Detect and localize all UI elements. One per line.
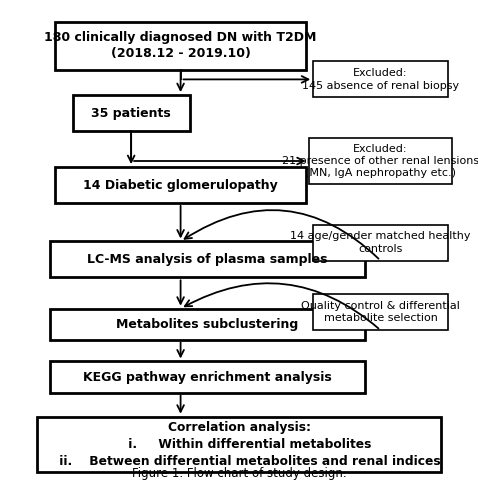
FancyBboxPatch shape: [55, 22, 306, 70]
Text: 180 clinically diagnosed DN with T2DM
(2018.12 - 2019.10): 180 clinically diagnosed DN with T2DM (2…: [44, 32, 317, 60]
FancyBboxPatch shape: [313, 294, 448, 330]
FancyBboxPatch shape: [37, 416, 441, 472]
Text: Excluded:
21 presence of other renal lensions
(MN, IgA nephropathy etc.): Excluded: 21 presence of other renal len…: [282, 144, 478, 178]
Text: Quality control & differential
metabolite selection: Quality control & differential metabolit…: [301, 301, 460, 324]
Text: Metabolites subclustering: Metabolites subclustering: [117, 318, 299, 330]
Text: Excluded:
145 absence of renal biopsy: Excluded: 145 absence of renal biopsy: [302, 68, 459, 90]
Text: Correlation analysis:
     i.     Within differential metabolites
     ii.    Be: Correlation analysis: i. Within differen…: [38, 420, 440, 468]
FancyBboxPatch shape: [50, 362, 365, 392]
FancyBboxPatch shape: [313, 62, 448, 98]
Text: KEGG pathway enrichment analysis: KEGG pathway enrichment analysis: [83, 370, 332, 384]
Text: 14 age/gender matched healthy
controls: 14 age/gender matched healthy controls: [290, 232, 471, 254]
FancyBboxPatch shape: [309, 138, 452, 184]
Text: 14 Diabetic glomerulopathy: 14 Diabetic glomerulopathy: [83, 178, 278, 192]
FancyBboxPatch shape: [73, 95, 190, 131]
FancyBboxPatch shape: [50, 308, 365, 340]
FancyBboxPatch shape: [313, 224, 448, 260]
Text: 35 patients: 35 patients: [91, 106, 171, 120]
Text: LC-MS analysis of plasma samples: LC-MS analysis of plasma samples: [87, 253, 328, 266]
Text: Figure 1. Flow chart of study design.: Figure 1. Flow chart of study design.: [131, 467, 347, 480]
FancyBboxPatch shape: [50, 242, 365, 278]
FancyBboxPatch shape: [55, 167, 306, 203]
